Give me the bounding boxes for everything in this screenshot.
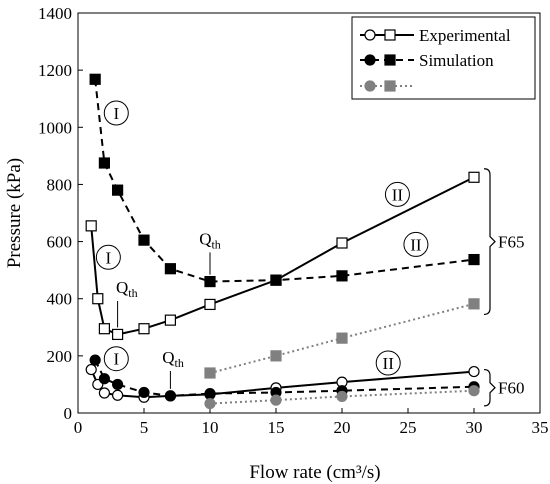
region-circle <box>403 231 429 257</box>
y-tick-label: 1000 <box>38 118 72 137</box>
series-layer <box>85 73 480 410</box>
y-tick-label: 200 <box>47 347 73 366</box>
data-point-square-marker <box>138 234 150 246</box>
series-gray-square <box>204 298 480 379</box>
data-point-square-marker <box>89 73 101 85</box>
data-point-square-marker <box>468 253 480 266</box>
legend-square-marker <box>384 54 396 66</box>
data-point-square-marker <box>336 270 348 282</box>
x-tick-label: 5 <box>140 418 149 437</box>
region-label: II <box>383 354 395 373</box>
region-circle <box>95 244 121 270</box>
region-label: I <box>113 350 119 369</box>
legend-label: Simulation <box>419 51 494 70</box>
data-point-square-marker <box>164 314 176 326</box>
threshold-label: Qth <box>199 229 221 251</box>
y-tick-label: 0 <box>64 404 73 423</box>
data-point-square-marker <box>98 323 111 335</box>
region-label: I <box>106 248 112 267</box>
group-bracket <box>483 168 496 316</box>
legend-circle-marker <box>364 29 376 41</box>
data-point-circle-marker <box>111 378 124 391</box>
legend: Experimental Simulation <box>351 16 536 100</box>
series-exp-square <box>85 171 480 341</box>
legend-label: Experimental <box>419 26 511 45</box>
y-tick-label: 1200 <box>38 61 72 80</box>
legend-circle-marker <box>364 54 376 66</box>
series-line <box>90 176 475 336</box>
legend-square-marker <box>384 80 396 92</box>
data-point-circle-marker <box>111 389 124 401</box>
y-tick-label: 1400 <box>38 4 72 23</box>
region-label: II <box>410 235 422 254</box>
data-point-square-marker <box>204 275 216 288</box>
plot-frame <box>77 12 541 414</box>
data-point-circle-marker <box>204 397 216 410</box>
data-point-circle-marker <box>468 385 480 397</box>
region-circle <box>103 100 129 126</box>
data-point-square-marker <box>92 293 104 305</box>
data-point-square-marker <box>98 157 111 169</box>
y-tick-label: 600 <box>47 233 73 252</box>
data-point-square-marker <box>336 332 348 344</box>
data-point-square-marker <box>270 274 282 286</box>
series-sim-square <box>89 73 480 288</box>
region-circle <box>103 346 129 372</box>
x-tick-label: 0 <box>74 418 83 437</box>
data-point-circle-marker <box>98 387 111 399</box>
data-point-circle-marker <box>138 386 150 399</box>
data-point-square-marker <box>138 323 150 335</box>
data-point-circle-marker <box>164 390 176 402</box>
y-axis-label: Pressure (kPa) <box>4 158 25 268</box>
data-point-circle-marker <box>85 363 97 376</box>
legend-square-marker <box>384 29 396 41</box>
data-point-square-marker <box>336 237 348 249</box>
data-point-square-marker <box>164 263 176 275</box>
region-circle <box>375 350 401 376</box>
x-tick-label: 15 <box>268 418 285 437</box>
region-label: II <box>392 185 404 204</box>
data-point-square-marker <box>204 367 216 379</box>
series-line <box>94 359 475 397</box>
region-label: I <box>113 104 119 123</box>
data-point-circle-marker <box>204 387 216 400</box>
data-point-square-marker <box>468 298 480 310</box>
y-tick-label: 800 <box>47 175 73 194</box>
data-point-square-marker <box>270 350 282 362</box>
data-point-circle-marker <box>98 373 111 385</box>
data-point-circle-marker <box>270 394 282 406</box>
axes: 0 5 10 15 20 25 30 35 0 200 400 600 800 1000 1200 1400 <box>38 4 549 437</box>
x-tick-label: 10 <box>202 418 219 437</box>
x-tick-label: 30 <box>466 418 483 437</box>
data-point-square-marker <box>85 220 97 232</box>
data-point-square-marker <box>468 171 480 183</box>
threshold-label: Qth <box>162 348 184 370</box>
x-tick-label: 20 <box>334 418 351 437</box>
threshold-label: Qth <box>116 278 138 300</box>
x-tick-label: 25 <box>400 418 417 437</box>
group-label: F60 <box>498 379 524 398</box>
legend-box <box>351 16 536 100</box>
series-gray-circle <box>204 385 480 410</box>
data-point-circle-marker <box>468 365 480 378</box>
data-point-square-marker <box>204 298 216 311</box>
legend-circle-marker <box>364 80 376 92</box>
region-circle <box>384 181 410 207</box>
group-label: F65 <box>498 233 524 252</box>
data-point-square-marker <box>111 184 124 196</box>
data-point-circle-marker <box>336 390 348 403</box>
x-tick-label: 35 <box>532 418 549 437</box>
data-point-circle-marker <box>89 354 101 366</box>
x-axis-label: Flow rate (cm³/s) <box>249 462 380 483</box>
group-bracket <box>483 368 496 407</box>
y-tick-label: 400 <box>47 290 73 309</box>
data-point-square-marker <box>111 328 124 341</box>
